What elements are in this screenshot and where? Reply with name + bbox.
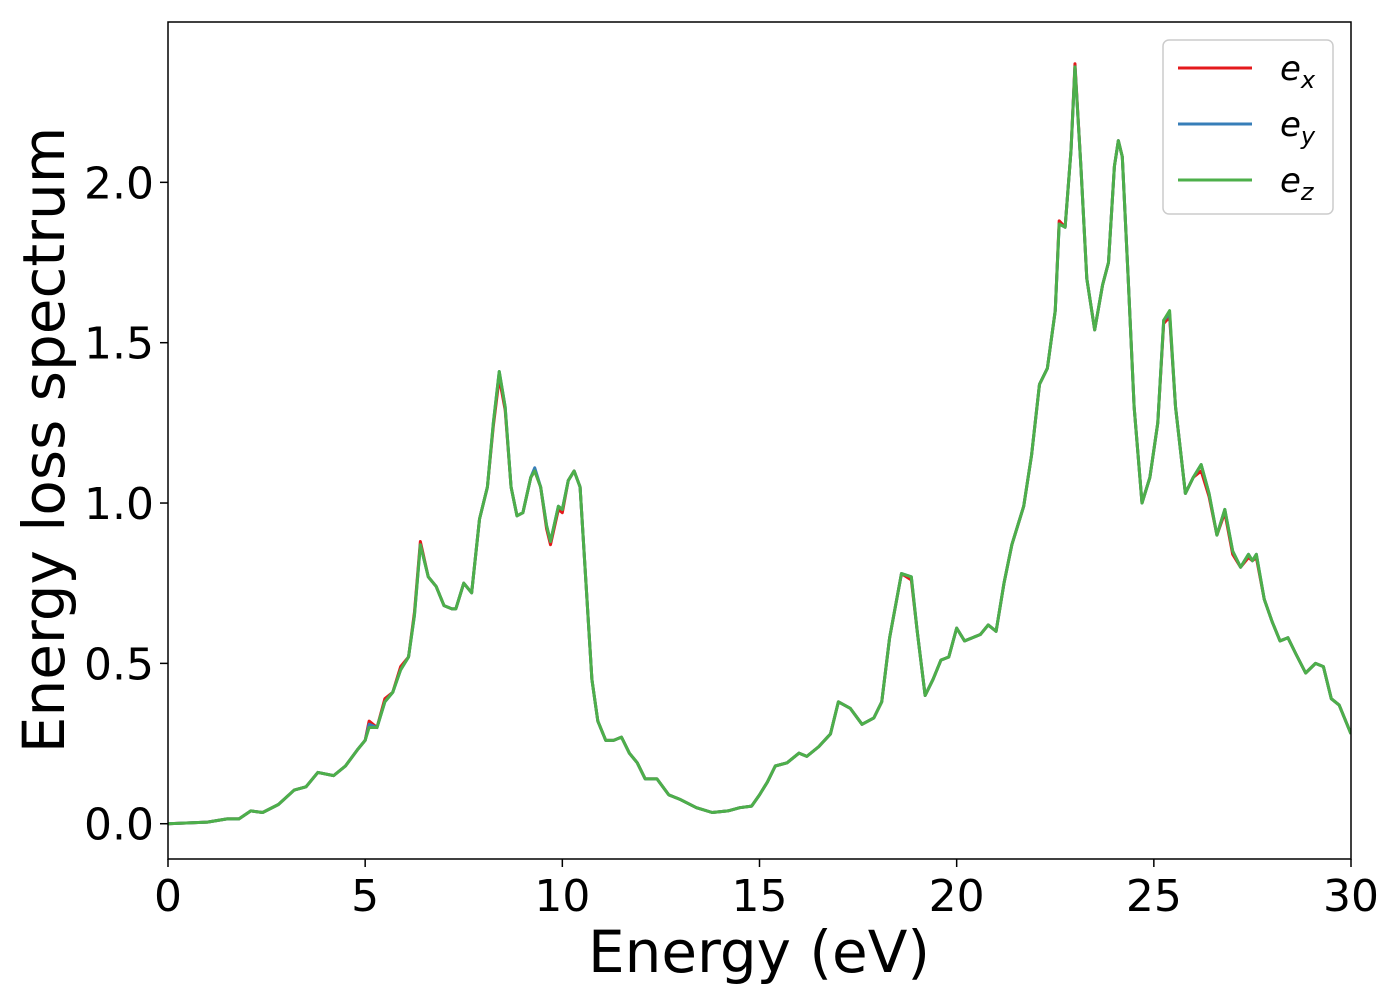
- y-tick-label: 2.0: [84, 158, 154, 209]
- legend-label: ex: [1280, 49, 1316, 94]
- x-axis-label: Energy (eV): [588, 918, 930, 986]
- x-tick-label: 20: [929, 871, 985, 922]
- x-tick-label: 15: [732, 871, 788, 922]
- y-tick-label: 1.0: [84, 479, 154, 530]
- x-tick-label: 10: [534, 871, 590, 922]
- line-series: [168, 65, 1351, 826]
- y-tick-label: 0.5: [84, 639, 154, 690]
- x-tick-label: 25: [1126, 871, 1182, 922]
- x-tick-label: 0: [154, 871, 182, 922]
- plot-frame: [167, 21, 1352, 860]
- y-tick-label: 1.5: [84, 319, 154, 370]
- legend-label: ez: [1280, 161, 1315, 206]
- y-tick-label: 0.0: [84, 800, 154, 851]
- y-axis-label: Energy loss spectrum: [10, 127, 78, 753]
- x-tick-label: 30: [1323, 871, 1379, 922]
- legend-label: ey: [1280, 105, 1316, 150]
- x-tick-label: 5: [351, 871, 379, 922]
- legend-box: [1162, 39, 1334, 215]
